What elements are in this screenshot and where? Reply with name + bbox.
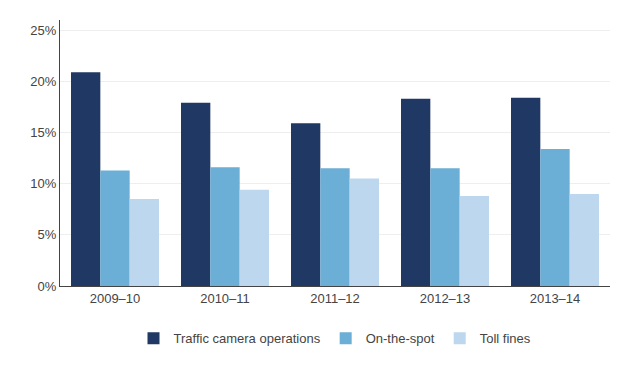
svg-text:2012–13: 2012–13 xyxy=(420,291,471,306)
svg-text:2011–12: 2011–12 xyxy=(310,291,360,306)
svg-text:10%: 10% xyxy=(30,176,56,191)
svg-text:Traffic camera operations: Traffic camera operations xyxy=(174,331,321,346)
svg-text:20%: 20% xyxy=(30,74,56,89)
svg-text:2009–10: 2009–10 xyxy=(90,291,141,306)
svg-text:25%: 25% xyxy=(30,23,56,38)
svg-text:0%: 0% xyxy=(38,279,57,294)
svg-text:Toll fines: Toll fines xyxy=(480,331,531,346)
svg-text:On-the-spot: On-the-spot xyxy=(366,331,435,346)
svg-text:2013–14: 2013–14 xyxy=(530,291,581,306)
svg-text:15%: 15% xyxy=(30,125,56,140)
svg-text:5%: 5% xyxy=(38,227,57,242)
svg-text:2010–11: 2010–11 xyxy=(200,291,250,306)
